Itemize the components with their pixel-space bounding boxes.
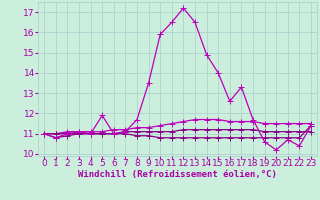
X-axis label: Windchill (Refroidissement éolien,°C): Windchill (Refroidissement éolien,°C) — [78, 170, 277, 179]
